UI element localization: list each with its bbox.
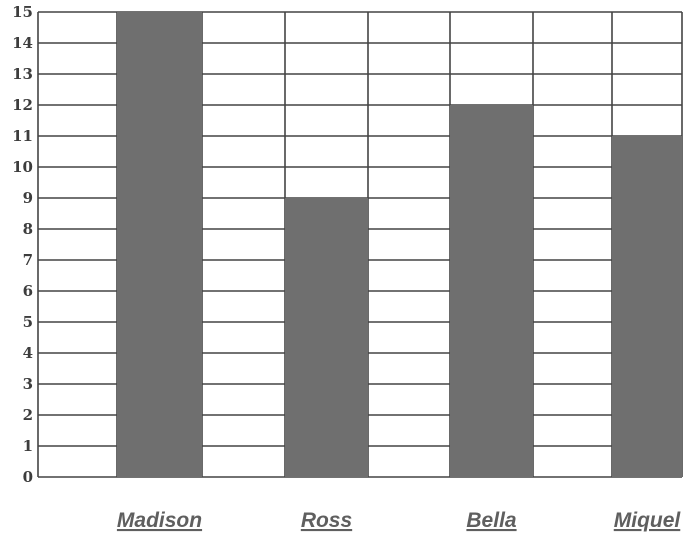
y-tick-label: 6: [23, 282, 33, 300]
category-label-miquel: Miquel: [614, 509, 682, 532]
y-tick-label: 0: [23, 468, 33, 486]
bar-miquel: [612, 136, 682, 477]
category-label-bella: Bella: [466, 509, 517, 532]
category-label-ross: Ross: [301, 509, 352, 532]
y-tick-label: 4: [23, 344, 33, 362]
y-tick-label: 1: [23, 437, 33, 455]
y-tick-label: 9: [23, 189, 33, 207]
y-tick-label: 7: [23, 251, 33, 269]
y-tick-label: 12: [12, 96, 33, 114]
y-tick-label: 8: [23, 220, 33, 238]
y-tick-label: 2: [23, 406, 33, 424]
bar-bella: [450, 105, 533, 477]
y-tick-label: 13: [12, 65, 33, 83]
y-tick-label: 11: [12, 127, 33, 145]
bar-ross: [285, 198, 368, 477]
y-tick-label: 15: [12, 3, 33, 21]
category-label-madison: Madison: [117, 509, 202, 532]
x-axis-category-labels: Madison Ross Bella Miquel: [117, 509, 681, 532]
bars: [117, 12, 682, 477]
y-tick-label: 5: [23, 313, 33, 331]
bar-madison: [117, 12, 202, 477]
y-tick-label: 14: [12, 34, 33, 52]
y-tick-label: 3: [23, 375, 33, 393]
y-tick-label: 10: [12, 158, 33, 176]
